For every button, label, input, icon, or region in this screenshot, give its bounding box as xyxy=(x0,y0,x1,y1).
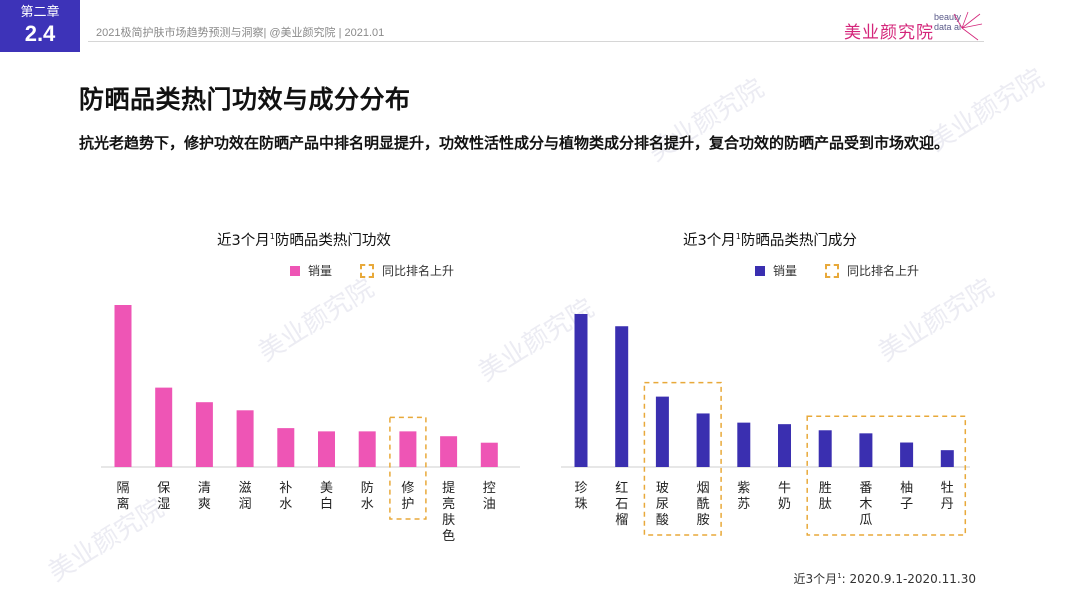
category-label: 白 xyxy=(320,496,333,512)
chapter-number: 2.4 xyxy=(24,21,56,46)
category-label: 奶 xyxy=(778,497,791,512)
bar-right-8 xyxy=(900,442,914,467)
category-label: 保 xyxy=(157,481,170,496)
bar-right-5 xyxy=(778,424,791,467)
bar-right-2 xyxy=(655,396,669,467)
bar-left-9 xyxy=(480,442,498,467)
legend-sales-label: 销量 xyxy=(308,264,333,278)
legend-rank-up-label: 同比排名上升 xyxy=(847,264,920,278)
bar-left-1 xyxy=(155,387,173,467)
category-label: 柚 xyxy=(900,481,913,496)
category-label: 紫 xyxy=(737,481,750,496)
bar-right-9 xyxy=(940,450,954,467)
chapter-badge: 第二章 2.4 xyxy=(0,0,80,52)
category-label: 提 xyxy=(442,480,455,496)
legend-swatch-sales xyxy=(755,265,765,276)
bar-left-0 xyxy=(114,305,132,467)
bar-left-3 xyxy=(236,410,254,467)
category-label: 尿 xyxy=(656,497,669,512)
page-title: 防晒品类热门功效与成分分布 xyxy=(79,85,411,114)
category-label: 丹 xyxy=(941,497,954,512)
category-label: 榴 xyxy=(615,513,628,528)
category-label: 润 xyxy=(239,497,252,512)
bar-right-7 xyxy=(859,433,873,467)
category-label: 番 xyxy=(859,481,872,496)
category-label: 修 xyxy=(401,481,414,496)
category-label: 胺 xyxy=(697,513,710,528)
chapter-label: 第二章 xyxy=(20,5,60,20)
category-label: 爽 xyxy=(198,497,211,512)
category-label: 珍 xyxy=(574,481,587,496)
category-label: 珠 xyxy=(574,497,587,512)
category-label: 酸 xyxy=(656,513,669,528)
category-label: 红 xyxy=(615,480,628,496)
bar-right-6 xyxy=(818,430,832,467)
category-label: 清 xyxy=(198,481,211,496)
category-label: 肽 xyxy=(819,497,832,512)
category-label: 亮 xyxy=(442,496,455,512)
category-label: 瓜 xyxy=(859,513,872,528)
category-label: 烟 xyxy=(697,481,710,496)
legend-dashed-box-icon xyxy=(825,263,840,278)
page-subtitle: 抗光老趋势下，修护功效在防晒产品中排名明显提升，功效性活性成分与植物类成分排名提… xyxy=(79,134,950,152)
bar-right-0 xyxy=(574,314,588,467)
category-label: 防 xyxy=(361,480,374,496)
category-label: 湿 xyxy=(157,497,170,512)
bar-right-1 xyxy=(615,326,629,467)
category-label: 补 xyxy=(279,481,292,496)
logo-text: 美业颜究院 xyxy=(844,23,934,43)
category-label: 隔 xyxy=(116,481,129,496)
legend-dashed-box-icon xyxy=(360,263,375,278)
category-label: 护 xyxy=(401,497,414,512)
category-label: 苏 xyxy=(737,496,750,512)
bar-left-7 xyxy=(399,431,417,467)
rank-up-highlight-box xyxy=(806,415,967,536)
bar-right-4 xyxy=(737,422,751,467)
chart-title-right: 近3个月1防晒品类热门成分 xyxy=(683,232,857,249)
category-label: 酰 xyxy=(697,497,710,512)
footnote: 近3个月1: 2020.9.1-2020.11.30 xyxy=(793,572,976,586)
brand-logo: 美业颜究院 beauty data ai xyxy=(844,10,984,44)
legend-right: 销量 同比排名上升 xyxy=(755,262,919,279)
category-label: 胜 xyxy=(819,481,832,496)
legend-rank-up-label: 同比排名上升 xyxy=(382,264,455,278)
bar-left-8 xyxy=(440,436,458,467)
report-line: 2021极简护肤市场趋势预测与洞察| @美业颜究院 | 2021.01 xyxy=(96,27,385,39)
header-divider xyxy=(88,41,984,42)
logo-en: beauty data ai xyxy=(934,12,962,32)
category-label: 滋 xyxy=(239,481,252,496)
chart-title-left: 近3个月1防晒品类热门功效 xyxy=(217,232,391,249)
legend-sales-label: 销量 xyxy=(773,264,798,278)
category-label: 牛 xyxy=(778,481,791,496)
rank-up-highlight-box xyxy=(389,416,427,520)
category-label: 油 xyxy=(483,497,496,512)
category-label: 水 xyxy=(279,497,292,512)
category-label: 牡 xyxy=(941,481,954,496)
category-label: 肤 xyxy=(442,513,455,528)
legend-left: 销量 同比排名上升 xyxy=(290,262,454,279)
category-label: 水 xyxy=(361,497,374,512)
legend-swatch-sales xyxy=(290,265,300,276)
category-label: 美 xyxy=(320,481,333,496)
bar-right-3 xyxy=(696,413,710,467)
logo-burst-icon xyxy=(953,11,983,41)
bar-left-2 xyxy=(195,402,213,467)
category-label: 木 xyxy=(859,497,872,512)
bar-left-5 xyxy=(318,431,335,467)
bar-left-4 xyxy=(277,428,295,467)
category-label: 色 xyxy=(442,528,455,544)
category-label: 子 xyxy=(900,497,913,512)
category-label: 石 xyxy=(615,497,628,512)
category-label: 离 xyxy=(116,496,129,512)
bar-left-6 xyxy=(358,431,376,467)
category-label: 控 xyxy=(483,481,496,496)
rank-up-highlight-box xyxy=(643,381,722,536)
category-label: 玻 xyxy=(656,481,669,496)
